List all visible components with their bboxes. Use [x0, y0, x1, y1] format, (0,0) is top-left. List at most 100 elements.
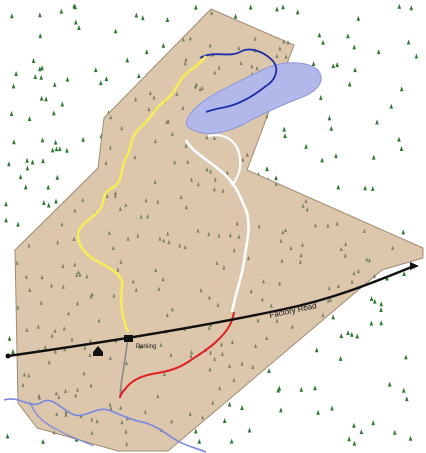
tree-icon [298, 259, 302, 264]
tree-icon [245, 152, 249, 157]
tree-icon [65, 147, 69, 153]
tree-icon [232, 377, 236, 383]
tree-icon [136, 233, 140, 238]
tree-icon [225, 170, 229, 175]
tree-icon [339, 333, 344, 339]
tree-icon [95, 418, 99, 424]
tree-icon [279, 407, 283, 413]
tree-icon [73, 208, 77, 213]
tree-icon [33, 74, 37, 80]
tree-icon [336, 283, 340, 289]
tree-icon [25, 165, 30, 171]
tree-icon [119, 405, 123, 410]
tree-icon [299, 252, 303, 258]
tree-icon [269, 303, 273, 308]
tree-icon [38, 33, 43, 39]
tree-icon [389, 103, 394, 109]
tree-icon [371, 420, 375, 426]
tree-icon [184, 204, 188, 210]
tree-icon [11, 83, 16, 89]
tree-icon [365, 256, 369, 262]
tree-icon [183, 60, 187, 66]
tree-icon [24, 274, 28, 279]
tree-icon [55, 411, 59, 417]
tree-icon [5, 433, 10, 439]
tree-icon [275, 6, 279, 12]
tree-icon [156, 199, 160, 204]
tree-icon [237, 45, 241, 50]
tree-icon [72, 236, 76, 241]
tree-icon [343, 253, 347, 258]
blue-trail [199, 48, 278, 113]
tree-icon [301, 203, 305, 208]
tree-icon [56, 240, 60, 245]
gray-trail [119, 337, 129, 399]
tree-icon [207, 295, 211, 300]
tree-icon [399, 145, 404, 151]
tree-icon [362, 228, 366, 234]
tree-icon [399, 86, 404, 92]
stream [3, 398, 207, 453]
tree-icon [76, 269, 80, 275]
tree-icon [38, 66, 42, 72]
tree-icon [7, 335, 12, 341]
tree-icon [376, 49, 381, 55]
tree-icon [16, 221, 20, 227]
road-end-point [5, 353, 11, 359]
tree-icon [64, 409, 68, 414]
tree-icon [170, 418, 174, 424]
tree-icon [31, 57, 36, 63]
tree-icon [64, 388, 68, 394]
tree-icon [305, 207, 309, 212]
tree-icon [16, 305, 20, 310]
tree-icon [200, 85, 204, 91]
tree-icon [356, 268, 360, 274]
tree-icon [379, 320, 384, 326]
tree-icon [134, 96, 138, 102]
tree-icon [146, 213, 150, 219]
house-icon [93, 346, 103, 356]
tree-icon [41, 158, 45, 164]
tree-icon [108, 402, 112, 407]
tree-icon [290, 324, 294, 329]
tree-icon [265, 335, 269, 341]
tree-icon [153, 179, 157, 184]
tree-icon [83, 345, 87, 350]
tree-icon [193, 428, 198, 434]
tree-icon [10, 13, 14, 19]
tree-icon [50, 147, 55, 153]
tree-icon [78, 272, 82, 277]
tree-icon [344, 241, 348, 247]
tree-icon [235, 221, 239, 226]
tree-icon [113, 190, 117, 195]
tree-icon [175, 91, 179, 96]
tree-icon [355, 333, 360, 339]
tree-icon [143, 409, 147, 414]
tree-icon [232, 247, 236, 253]
tree-icon [330, 405, 334, 411]
tree-icon [25, 157, 29, 163]
tree-icon [65, 76, 70, 82]
tree-icon [316, 409, 320, 415]
tree-icon [194, 4, 198, 10]
tree-icon [353, 67, 357, 73]
tree-icon [222, 265, 226, 270]
tree-icon [66, 310, 70, 316]
tree-icon [359, 429, 364, 435]
tree-icon [38, 12, 42, 18]
tree-icon [379, 301, 384, 307]
tree-icon [104, 160, 108, 165]
tree-icon [220, 342, 224, 347]
tree-icon [170, 306, 174, 312]
tree-icon [414, 53, 419, 59]
tree-icon [147, 106, 151, 112]
tree-icon [162, 371, 166, 377]
tree-icon [199, 287, 203, 293]
tree-icon [161, 42, 166, 48]
tree-icon [209, 168, 213, 174]
tree-icon [392, 429, 397, 435]
tree-icon [14, 70, 18, 76]
tree-icon [196, 181, 200, 187]
tree-icon [346, 33, 350, 39]
